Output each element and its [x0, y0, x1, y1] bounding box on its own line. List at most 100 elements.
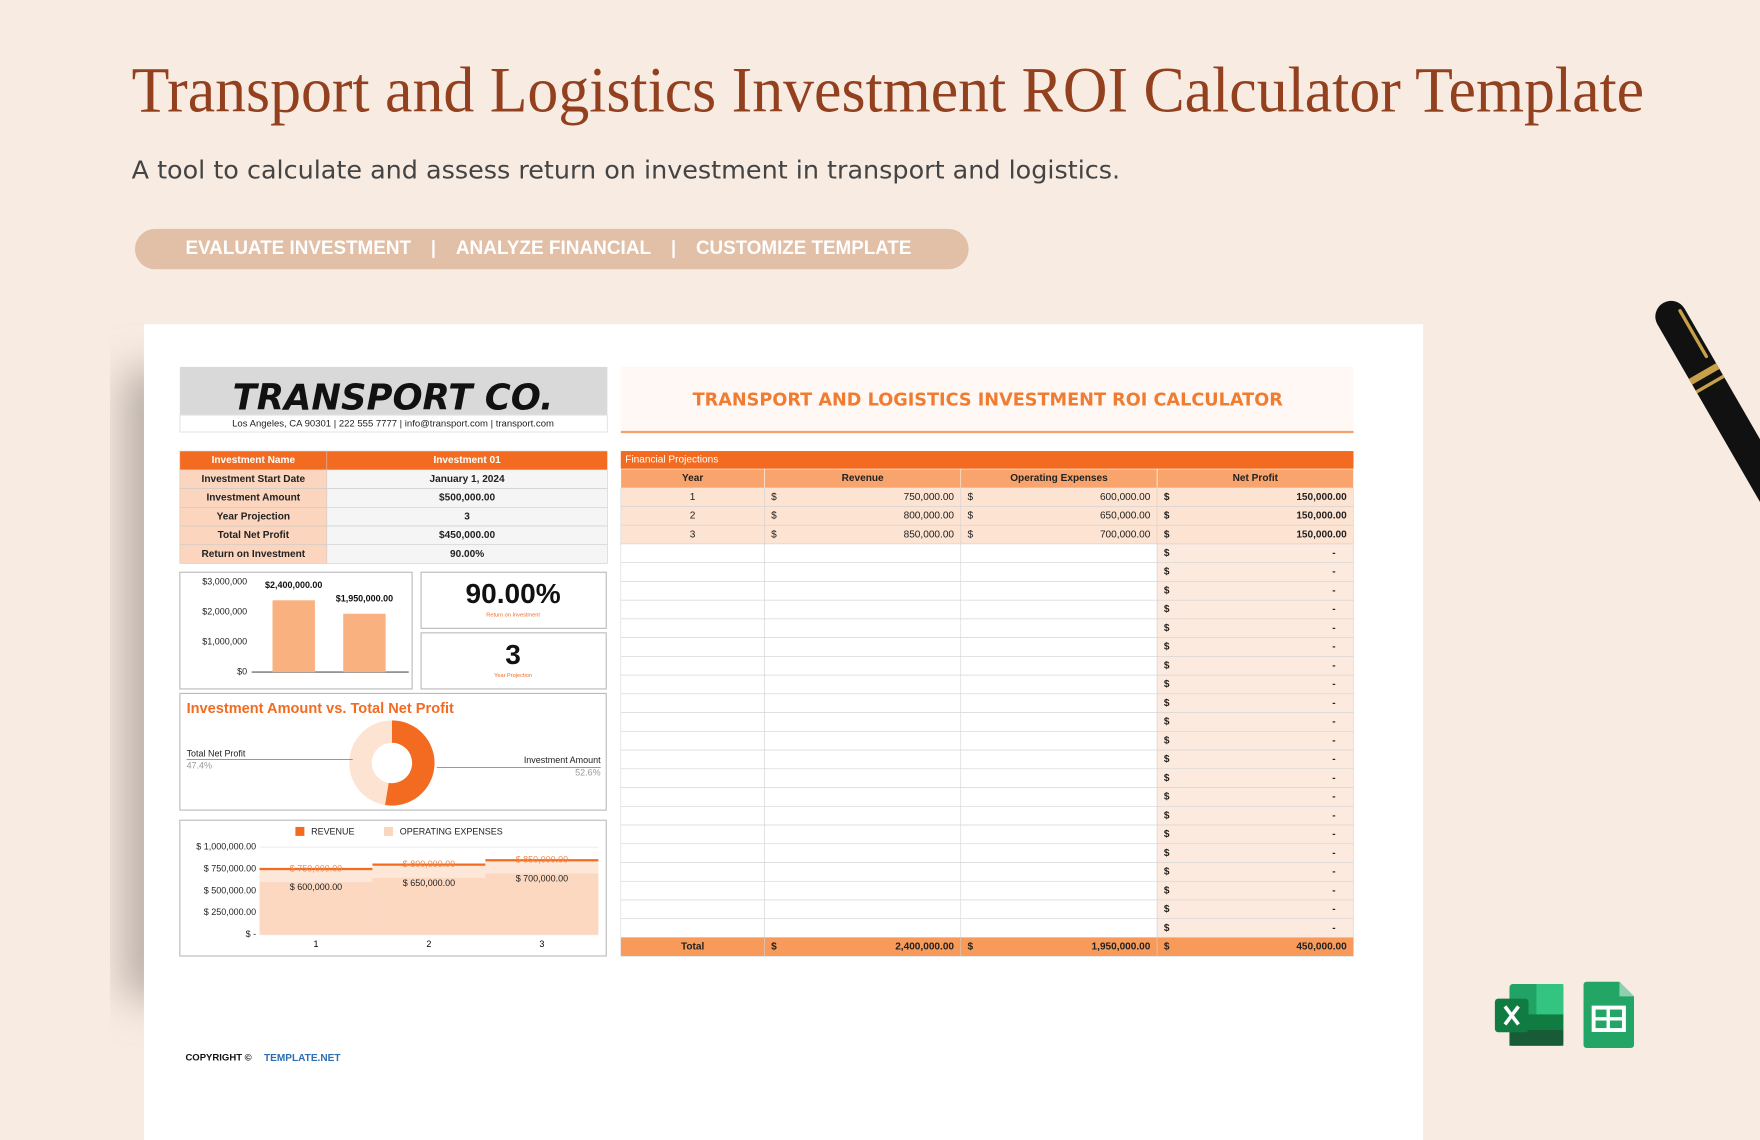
currency-symbol: $: [1164, 829, 1170, 840]
value-label: $ 750,000.00: [290, 863, 342, 873]
amount-cell: 700,000.00: [1100, 529, 1151, 540]
legend-label: OPERATING EXPENSES: [400, 826, 503, 836]
amount-cell: -: [1332, 660, 1335, 671]
currency-symbol: $: [1164, 660, 1170, 671]
summary-value: January 1, 2024: [430, 474, 505, 485]
y-tick-label: $0: [237, 666, 247, 676]
contact-strip: [179, 414, 608, 433]
y-tick-label: $ 500,000.00: [204, 885, 256, 895]
amount-cell: 2,400,000.00: [895, 942, 954, 953]
currency-symbol: $: [1164, 867, 1170, 878]
amount-cell: 450,000.00: [1296, 942, 1347, 953]
table-cell: [764, 880, 962, 901]
brand: TEMPLATE.NET: [264, 1053, 341, 1064]
summary-label: Return on Investment: [202, 549, 306, 560]
table-cell: [764, 656, 962, 676]
table-cell: [1156, 824, 1354, 845]
table-cell: [1156, 749, 1354, 770]
section-title: Financial Projections: [625, 455, 718, 466]
column-header: Operating Expenses: [1010, 473, 1108, 484]
table-cell: [620, 581, 765, 601]
amount-cell: -: [1332, 585, 1335, 596]
currency-symbol: $: [1164, 567, 1170, 578]
company-name: TRANSPORT CO.: [233, 377, 554, 418]
table-cell: [960, 806, 1158, 826]
table-cell: [764, 749, 962, 770]
table-cell: [1156, 937, 1354, 957]
currency-symbol: $: [771, 942, 777, 953]
amount-cell: -: [1332, 679, 1335, 690]
table-cell: [1156, 880, 1354, 901]
table-cell: [960, 918, 1158, 938]
table-cell: [764, 712, 962, 732]
table-cell: [960, 824, 1158, 845]
table-cell: [1156, 918, 1354, 938]
table-cell: [960, 562, 1158, 582]
value-label: $ 850,000.00: [516, 855, 568, 865]
table-cell: [960, 581, 1158, 601]
x-tick-label: 2: [426, 939, 431, 949]
kpi-value: 3: [505, 639, 521, 670]
table-cell: [620, 899, 765, 920]
currency-symbol: $: [968, 529, 974, 540]
slice-value: 47.4%: [187, 761, 212, 771]
tag: CUSTOMIZE TEMPLATE: [696, 238, 911, 259]
currency-symbol: $: [1164, 942, 1170, 953]
table-cell: [764, 731, 962, 751]
table-cell: [620, 824, 765, 845]
summary-value: $450,000.00: [439, 530, 495, 541]
slice-label: Investment Amount: [524, 755, 601, 765]
table-cell: [764, 918, 962, 938]
table-cell: [620, 599, 765, 620]
currency-symbol: $: [1164, 735, 1170, 746]
amount-cell: -: [1332, 773, 1335, 784]
summary-label: Investment Amount: [206, 493, 300, 504]
table-cell: [620, 880, 765, 901]
table-cell: [1156, 637, 1354, 657]
pen: [1655, 300, 1760, 529]
kpi-label: Return on Investment: [486, 612, 540, 618]
currency-symbol: $: [1164, 511, 1170, 522]
amount-cell: -: [1332, 735, 1335, 746]
pie-slice: [349, 720, 392, 806]
summary-label: Investment Start Date: [202, 474, 306, 485]
currency-symbol: $: [1164, 792, 1170, 803]
value-label: $1,950,000.00: [336, 594, 393, 604]
value-label: $2,400,000.00: [265, 580, 322, 590]
y-tick-label: $2,000,000: [202, 607, 247, 617]
table-cell: [764, 618, 962, 638]
table-cell: [620, 787, 765, 807]
chart-title: Investment Amount vs. Total Net Profit: [187, 701, 454, 717]
value-label: $ 800,000.00: [403, 859, 455, 869]
table-cell: [620, 806, 765, 826]
table-cell: [764, 899, 962, 920]
table-cell: [960, 656, 1158, 676]
amount-cell: -: [1332, 904, 1335, 915]
table-cell: [1156, 543, 1354, 563]
table-cell: [620, 543, 765, 563]
currency-symbol: $: [968, 942, 974, 953]
table-cell: [1156, 599, 1354, 620]
table-cell: [1156, 787, 1354, 807]
amount-cell: 150,000.00: [1296, 511, 1347, 522]
table-cell: [620, 749, 765, 770]
table-cell: [764, 862, 962, 882]
x-tick-label: 1: [313, 939, 318, 949]
legend-label: REVENUE: [311, 826, 354, 836]
table-cell: [620, 618, 765, 638]
currency-symbol: $: [1164, 623, 1170, 634]
currency-symbol: $: [1164, 717, 1170, 728]
summary-label: Year Projection: [217, 511, 290, 522]
value-label: $ 700,000.00: [516, 873, 568, 883]
year-cell: 3: [690, 529, 696, 540]
table-title: TRANSPORT AND LOGISTICS INVESTMENT ROI C…: [693, 390, 1283, 411]
table-cell: [1156, 806, 1354, 826]
table-cell: [620, 674, 765, 695]
kpi-box: [420, 632, 607, 690]
amount-cell: -: [1332, 717, 1335, 728]
table-cell: [1156, 731, 1354, 751]
currency-symbol: $: [771, 492, 777, 503]
year-cell: 2: [690, 511, 696, 522]
currency-symbol: $: [1164, 773, 1170, 784]
